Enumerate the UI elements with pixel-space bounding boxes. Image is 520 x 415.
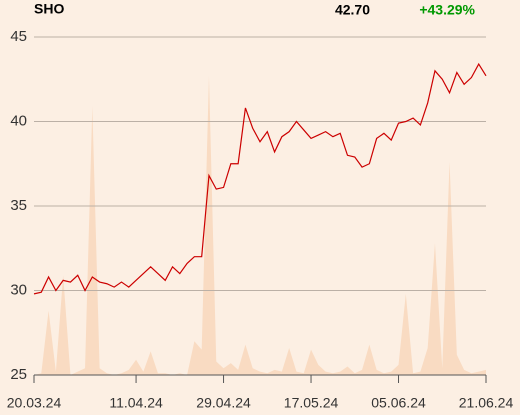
chart-title: SHO: [34, 1, 64, 17]
y-tick-label: 40: [10, 112, 27, 129]
price-line: [33, 62, 487, 295]
x-tick-label: 20.03.24: [7, 395, 62, 411]
y-tick-label: 30: [10, 281, 27, 298]
x-tick-label: 29.04.24: [196, 395, 251, 411]
y-tick-label: 35: [10, 197, 27, 214]
x-tick-label: 11.04.24: [109, 395, 163, 411]
x-tick-label: 05.06.24: [371, 395, 426, 411]
y-tick-label: 25: [10, 366, 27, 383]
x-tick-label: 21.06.24: [459, 395, 514, 411]
y-tick-label: 45: [10, 28, 27, 45]
price-change: +43.29%: [419, 2, 475, 18]
last-price: 42.70: [335, 2, 370, 18]
x-tick-label: 17.05.24: [284, 395, 339, 411]
volume-area: [34, 75, 486, 376]
